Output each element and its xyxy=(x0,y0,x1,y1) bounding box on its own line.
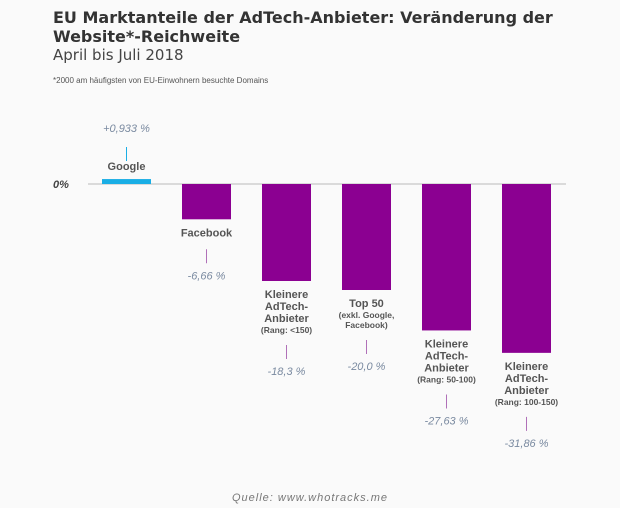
chart-subtitle: April bis Juli 2018 xyxy=(53,46,184,64)
category-label: AdTech- xyxy=(425,350,469,362)
bar-1 xyxy=(182,184,231,220)
zero-tick-label: 0% xyxy=(53,179,69,191)
value-label: -31,86 % xyxy=(504,438,548,450)
category-sublabel: (Rang: 100-150) xyxy=(495,397,558,407)
bar-0 xyxy=(102,179,151,184)
category-label: Kleinere xyxy=(265,289,308,301)
value-label: -20,0 % xyxy=(348,361,386,373)
value-label: -18,3 % xyxy=(268,366,306,378)
category-label: Google xyxy=(108,161,146,173)
bar-2 xyxy=(262,184,311,281)
bar-5 xyxy=(502,184,551,353)
category-label: Anbieter xyxy=(264,313,309,325)
category-label: AdTech- xyxy=(505,373,549,385)
chart-footnote: *2000 am häufigsten von EU-Einwohnern be… xyxy=(53,76,269,85)
bar-4 xyxy=(422,184,471,331)
category-sublabel: (Rang: <150) xyxy=(261,325,312,335)
category-label: Kleinere xyxy=(425,338,468,350)
value-label: -6,66 % xyxy=(188,270,226,282)
category-label: Anbieter xyxy=(504,385,549,397)
category-sublabel: (exkl. Google, xyxy=(339,310,395,320)
bar-3 xyxy=(342,184,391,290)
value-label: -27,63 % xyxy=(424,415,468,427)
value-label: +0,933 % xyxy=(103,123,150,135)
chart-title: EU Marktanteile der AdTech-Anbieter: Ver… xyxy=(53,8,553,46)
category-label: Facebook xyxy=(181,227,233,239)
chart-source: Quelle: www.whotracks.me xyxy=(231,492,389,504)
category-label: Kleinere xyxy=(505,361,548,373)
category-sublabel: Facebook) xyxy=(345,320,388,330)
category-label: Top 50 xyxy=(349,298,384,310)
category-sublabel: (Rang: 50-100) xyxy=(417,374,476,384)
category-label: Anbieter xyxy=(424,362,469,374)
category-label: AdTech- xyxy=(265,301,309,313)
